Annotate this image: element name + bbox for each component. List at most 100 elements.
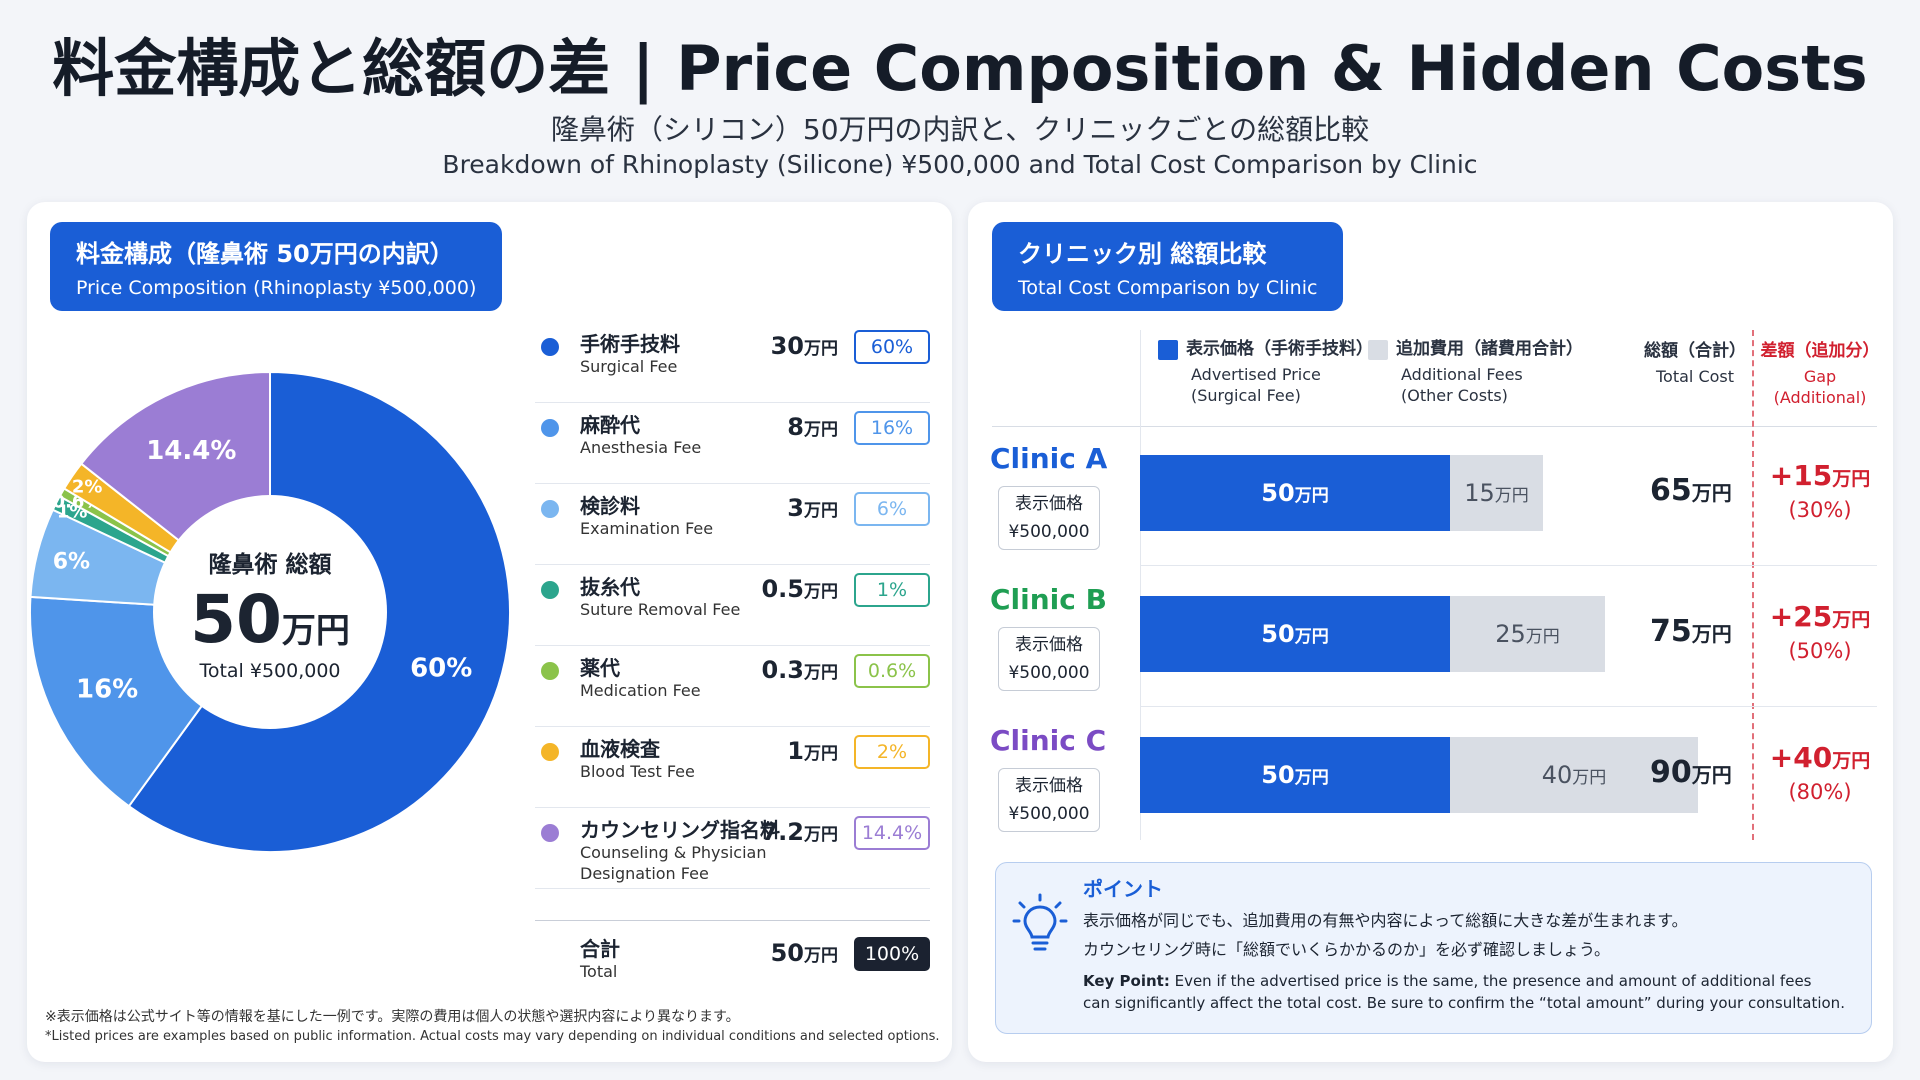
clinic-gap-pct: (50%)	[1788, 639, 1852, 663]
advertised-label: 表示価格	[1015, 635, 1083, 655]
legend-amount: 0.5万円	[761, 575, 838, 603]
legend-amount-unit: 万円	[804, 582, 838, 602]
legend-amount: 30万円	[771, 332, 838, 360]
col-total-header: 総額（合計） Total Cost	[1640, 340, 1750, 387]
legend-dot	[541, 419, 559, 437]
legend-advertised-en2: (Surgical Fee)	[1191, 386, 1301, 405]
advertised-label: 表示価格	[1015, 494, 1083, 514]
legend-dot	[541, 824, 559, 842]
legend-amount-unit: 万円	[804, 744, 838, 764]
page-title: 料金構成と総額の差 | Price Composition & Hidden C…	[52, 32, 1868, 105]
legend-pct-badge: 6%	[854, 492, 930, 526]
advertised-price-box: 表示価格 ¥500,000	[998, 486, 1100, 550]
pie-center-label: 隆鼻術 総額 50万円 Total ¥500,000	[155, 545, 385, 682]
footnote-en: *Listed prices are examples based on pub…	[45, 1029, 940, 1044]
legend-label-jp: 抜糸代	[580, 575, 640, 599]
subtitle-jp: 隆鼻術（シリコン）50万円の内訳と、クリニックごとの総額比較	[550, 113, 1370, 146]
clinic-gap: +25万円 (50%)	[1755, 600, 1885, 663]
clinic-total-unit: 万円	[1691, 481, 1732, 505]
col-gap-en: Gap (Additional)	[1773, 367, 1867, 407]
legend-amount: 1万円	[787, 737, 838, 765]
clinic-comparison-tag: クリニック別 総額比較 Total Cost Comparison by Cli…	[992, 222, 1344, 311]
price-composition-tag-jp: 料金構成（隆鼻術 50万円の内訳）	[76, 240, 454, 268]
legend-amount-unit: 万円	[804, 663, 838, 683]
point-jp-line1: 表示価格が同じでも、追加費用の有無や内容によって総額に大きな差が生まれます。	[1083, 911, 1688, 930]
bar-additional-value: 25	[1495, 620, 1526, 648]
bar-unit: 万円	[1294, 627, 1329, 647]
pie-center-unit: 万円	[281, 611, 350, 651]
clinic-total: 75万円	[1650, 614, 1732, 649]
clinic-gap-unit: 万円	[1832, 468, 1871, 490]
footnote-jp: ※表示価格は公式サイト等の情報を基にした一例です。実際の費用は個人の状態や選択内…	[45, 1009, 740, 1025]
legend-pct-badge: 2%	[854, 735, 930, 769]
legend-row: 薬代 Medication Fee 0.3万円 0.6%	[535, 646, 930, 727]
clinic-label-block: Clinic B 表示価格 ¥500,000	[990, 583, 1107, 691]
point-en-label: Key Point:	[1083, 972, 1170, 990]
point-en: Key Point: Even if the advertised price …	[1083, 970, 1863, 1014]
row-divider	[1140, 565, 1877, 566]
legend-amount: 3万円	[787, 494, 838, 522]
bar-unit: 万円	[1294, 768, 1329, 788]
point-title: ポイント	[1083, 877, 1163, 901]
legend-row: 血液検査 Blood Test Fee 1万円 2%	[535, 727, 930, 808]
legend-pct-badge: 0.6%	[854, 654, 930, 688]
legend-amount-unit: 万円	[804, 501, 838, 521]
clinic-total: 65万円	[1650, 473, 1732, 508]
bar-advertised-value: 50	[1261, 620, 1295, 648]
legend-amount-value: 3	[787, 494, 804, 522]
legend-advertised: 表示価格（手術手技料） Advertised Price (Surgical F…	[1158, 338, 1373, 406]
legend-total-row: 合計 Total 50万円 100%	[535, 920, 930, 981]
legend-label-jp: 検診料	[580, 494, 640, 518]
bar-additional: 25万円	[1450, 596, 1605, 672]
legend-advertised-jp: 表示価格（手術手技料）	[1186, 339, 1373, 359]
point-en-line2: can significantly affect the total cost.…	[1083, 994, 1845, 1012]
col-gap-header: 差額（追加分） Gap (Additional)	[1755, 340, 1885, 408]
pie-center-label-en: Total ¥500,000	[199, 660, 341, 682]
header-divider	[992, 426, 1877, 427]
legend-additional-en2: (Other Costs)	[1401, 386, 1508, 405]
clinic-comparison-tag-jp: クリニック別 総額比較	[1018, 240, 1267, 268]
bar-advertised: 50万円	[1140, 455, 1450, 531]
legend-advertised-en1: Advertised Price	[1191, 365, 1321, 384]
advertised-price: ¥500,000	[1008, 522, 1090, 542]
legend-pct-badge: 14.4%	[854, 816, 930, 850]
gap-column-divider	[1752, 330, 1754, 840]
bar-additional: 40万円	[1450, 737, 1698, 813]
bar-advertised-value: 50	[1261, 479, 1295, 507]
price-composition-tag-en: Price Composition (Rhinoplasty ¥500,000)	[76, 277, 477, 299]
bar-advertised: 50万円	[1140, 737, 1450, 813]
bar-unit: 万円	[1572, 768, 1607, 788]
clinic-gap-value: +15	[1769, 459, 1833, 492]
legend-amount-unit: 万円	[804, 825, 838, 845]
legend-dot	[541, 500, 559, 518]
clinic-label-block: Clinic C 表示価格 ¥500,000	[990, 724, 1106, 832]
legend-pct-badge: 1%	[854, 573, 930, 607]
price-composition-tag: 料金構成（隆鼻術 50万円の内訳） Price Composition (Rhi…	[50, 222, 503, 311]
legend-additional: 追加費用（諸費用合計） Additional Fees (Other Costs…	[1368, 338, 1583, 406]
total-amount-value: 50	[770, 939, 804, 967]
legend-label-en: Medication Fee	[580, 681, 701, 700]
legend-row: カウンセリング指名料 Counseling & Physician Designa…	[535, 808, 930, 889]
clinic-name: Clinic B	[990, 583, 1107, 616]
legend-dot	[541, 662, 559, 680]
legend-row: 麻酔代 Anesthesia Fee 8万円 16%	[535, 403, 930, 484]
legend-amount-value: 0.3	[761, 656, 804, 684]
clinic-gap-unit: 万円	[1832, 750, 1871, 772]
total-label-jp: 合計	[580, 937, 620, 961]
legend-label-jp: カウンセリング指名料	[580, 818, 780, 842]
advertised-price-box: 表示価格 ¥500,000	[998, 768, 1100, 832]
legend-dot	[541, 743, 559, 761]
legend-amount: 0.3万円	[761, 656, 838, 684]
clinic-gap-value: +25	[1769, 600, 1833, 633]
bar-advertised: 50万円	[1140, 596, 1450, 672]
clinic-gap-value: +40	[1769, 741, 1833, 774]
legend-additional-jp: 追加費用（諸費用合計）	[1396, 339, 1583, 359]
legend-row: 手術手技料 Surgical Fee 30万円 60%	[535, 322, 930, 403]
legend-label-en: Counseling & Physician Designation Fee	[580, 843, 767, 883]
clinic-gap-pct: (30%)	[1788, 498, 1852, 522]
clinic-gap: +40万円 (80%)	[1755, 741, 1885, 804]
legend-pct-badge: 60%	[854, 330, 930, 364]
total-pct-badge: 100%	[854, 937, 930, 971]
legend-amount-value: 1	[787, 737, 804, 765]
col-gap-jp: 差額（追加分）	[1760, 341, 1880, 361]
